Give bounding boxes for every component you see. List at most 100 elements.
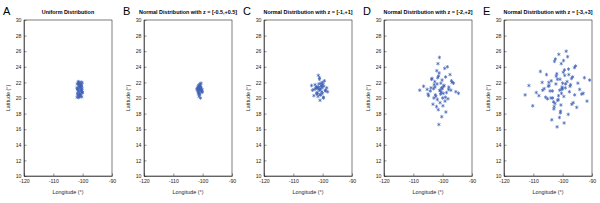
tick: -100	[558, 174, 568, 184]
x-axis-title: Longitude (°)	[413, 189, 444, 195]
point	[316, 86, 319, 90]
tick-mark	[413, 174, 414, 177]
point	[443, 99, 446, 103]
tick-label: 26	[16, 48, 22, 54]
tick-label: 22	[136, 80, 142, 86]
point	[576, 81, 579, 85]
point	[201, 90, 204, 94]
axis-line	[385, 176, 473, 177]
point	[311, 88, 314, 92]
point	[524, 93, 527, 97]
tick-label: 24	[136, 64, 142, 70]
background	[0, 0, 600, 203]
tick-label: -100	[78, 178, 88, 184]
tick-label: -110	[49, 178, 59, 184]
point	[78, 94, 81, 98]
tick: 28	[256, 33, 267, 39]
tick: 20	[376, 95, 387, 101]
point	[558, 77, 561, 81]
tick-mark	[24, 82, 27, 83]
tick: 24	[376, 64, 387, 70]
panel: -120-110-100-901012141618202224262830Nor…	[363, 5, 476, 195]
tick-label: -90	[109, 178, 117, 184]
tick: 16	[16, 126, 27, 132]
point	[315, 86, 318, 90]
tick: 16	[256, 126, 267, 132]
tick-label: 30	[136, 17, 142, 23]
tick: 14	[136, 142, 147, 148]
point	[556, 99, 559, 103]
tick-label: 14	[136, 142, 142, 148]
title: Normal Distribution with z = [-2,+2]	[384, 9, 473, 15]
point	[441, 96, 444, 100]
tick-label: 20	[256, 95, 262, 101]
point	[553, 105, 556, 109]
tick-mark	[472, 174, 473, 177]
tick-label: 22	[496, 80, 502, 86]
point	[438, 101, 441, 105]
tick-mark	[24, 160, 27, 161]
tick: 14	[256, 142, 267, 148]
point	[567, 73, 570, 77]
x-axis-title: Longitude (°)	[533, 189, 564, 195]
point	[564, 86, 567, 90]
plot-frame	[264, 20, 352, 176]
tick: 20	[256, 95, 267, 101]
tick-label: 26	[136, 48, 142, 54]
point	[441, 104, 444, 108]
tick: 16	[136, 126, 147, 132]
point	[81, 90, 84, 94]
tick-mark	[384, 145, 387, 146]
point	[568, 90, 571, 94]
point	[583, 76, 586, 80]
point	[546, 97, 549, 101]
point	[541, 88, 544, 92]
tick-label: -90	[589, 178, 597, 184]
tick: -110	[289, 174, 299, 184]
point	[575, 106, 578, 110]
tick: 12	[256, 158, 267, 164]
tick-label: 20	[16, 95, 22, 101]
tick-mark	[504, 67, 507, 68]
tick-label: -100	[438, 178, 448, 184]
tick-label: 10	[376, 173, 382, 179]
tick: 28	[16, 33, 27, 39]
point	[430, 77, 433, 81]
tick-mark	[384, 98, 387, 99]
y-axis: 1012141618202224262830	[496, 17, 507, 179]
tick-label: 20	[136, 95, 142, 101]
tick-label: 14	[496, 142, 502, 148]
tick-mark	[24, 98, 27, 99]
tick: 28	[376, 33, 387, 39]
point	[561, 81, 564, 85]
tick-label: 12	[16, 158, 22, 164]
tick-mark	[504, 20, 507, 21]
tick-mark	[504, 145, 507, 146]
tick-mark	[504, 176, 507, 177]
point	[199, 81, 202, 85]
y-axis-title: Latitude (°)	[125, 85, 131, 112]
point	[316, 92, 319, 96]
tick-label: 16	[136, 126, 142, 132]
tick: -100	[198, 174, 208, 184]
point	[319, 81, 322, 85]
tick-mark	[144, 36, 147, 37]
tick-label: 30	[256, 17, 262, 23]
point	[318, 76, 321, 80]
panel: -120-110-100-901012141618202224262830Nor…	[483, 5, 596, 195]
y-axis: 1012141618202224262830	[376, 17, 387, 179]
tick-mark	[144, 145, 147, 146]
point	[573, 93, 576, 97]
point	[199, 96, 202, 100]
tick: 12	[496, 158, 507, 164]
tick-label: 18	[16, 111, 22, 117]
point	[527, 84, 530, 88]
plot-frame	[24, 20, 112, 176]
tick-label: -90	[229, 178, 237, 184]
point	[322, 95, 325, 99]
tick-label: -90	[469, 178, 477, 184]
plot-area	[75, 80, 84, 100]
title: Uniform Distribution	[42, 9, 94, 15]
tick-mark	[53, 174, 54, 177]
tick-label: 28	[376, 33, 382, 39]
